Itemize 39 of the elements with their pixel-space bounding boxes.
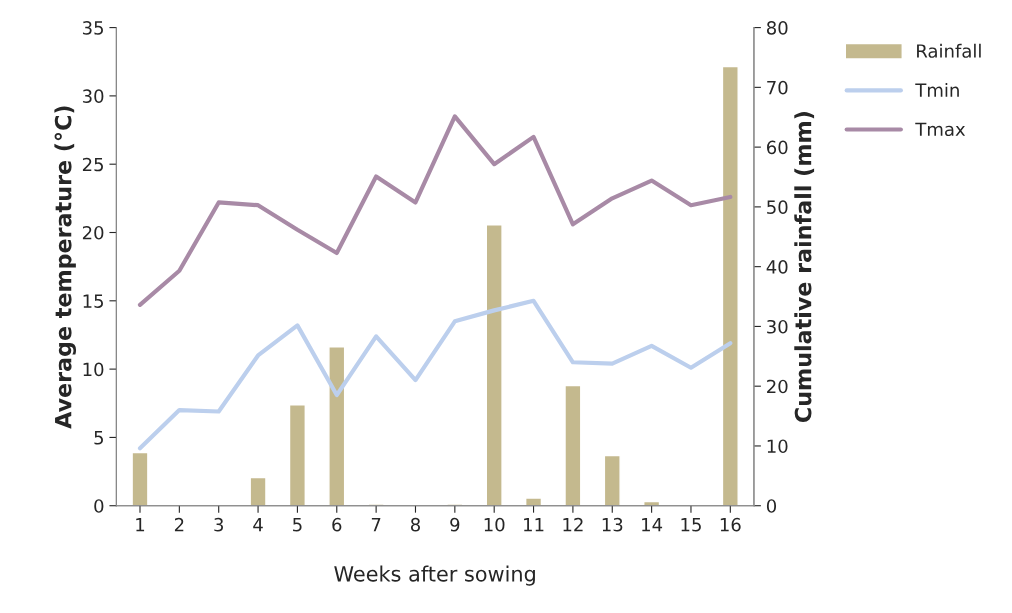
x-tick-label: 12 <box>563 517 583 532</box>
x-tick-label: 6 <box>332 517 342 532</box>
x-tick-label: 4 <box>253 518 263 532</box>
y-tick-label: 0 <box>94 499 104 513</box>
x-tick-label: 1 <box>136 518 145 532</box>
y-tick-label: 25 <box>82 157 103 172</box>
x-tick-label: 11 <box>524 518 544 532</box>
x-tick-label: 3 <box>214 517 223 532</box>
x-tick-label: 8 <box>410 517 420 532</box>
x-axis-title: Weeks after sowing <box>334 565 535 586</box>
y-tick-label: 20 <box>82 225 104 240</box>
x-tick-label: 10 <box>484 517 505 532</box>
y-tick-label: 30 <box>82 89 104 104</box>
x-tick-label: 7 <box>371 518 381 532</box>
y2-tick-label: 60 <box>767 140 788 155</box>
x-tick-label: 16 <box>720 517 741 532</box>
y2-tick-label: 50 <box>767 200 788 214</box>
y2-tick-label: 80 <box>766 21 788 35</box>
y-tick-label: 10 <box>83 362 104 377</box>
y-tick-label: 35 <box>82 21 103 35</box>
x-tick-label: 9 <box>450 517 460 532</box>
legend-label: Tmax <box>915 122 966 137</box>
y2-tick-label: 0 <box>766 499 777 513</box>
y2-tick-label: 20 <box>767 379 788 394</box>
y-tick-label: 5 <box>94 431 103 445</box>
y2-axis-title: Cumulative rainfall (mm) <box>794 112 815 422</box>
x-tick-label: 13 <box>602 517 623 532</box>
y-axis-title: Average temperature (°C) <box>54 106 77 429</box>
legend-label: Rainfall <box>917 43 981 58</box>
x-tick-label: 14 <box>642 518 663 532</box>
x-tick-label: 5 <box>293 518 302 532</box>
y2-tick-label: 70 <box>767 80 788 95</box>
y2-tick-label: 30 <box>767 319 788 334</box>
y2-tick-label: 40 <box>766 260 788 274</box>
x-tick-label: 2 <box>174 517 184 532</box>
y-tick-label: 15 <box>83 294 103 308</box>
x-tick-label: 15 <box>681 518 701 532</box>
y2-tick-label: 10 <box>767 439 788 454</box>
legend-label: Tmin <box>915 82 959 97</box>
